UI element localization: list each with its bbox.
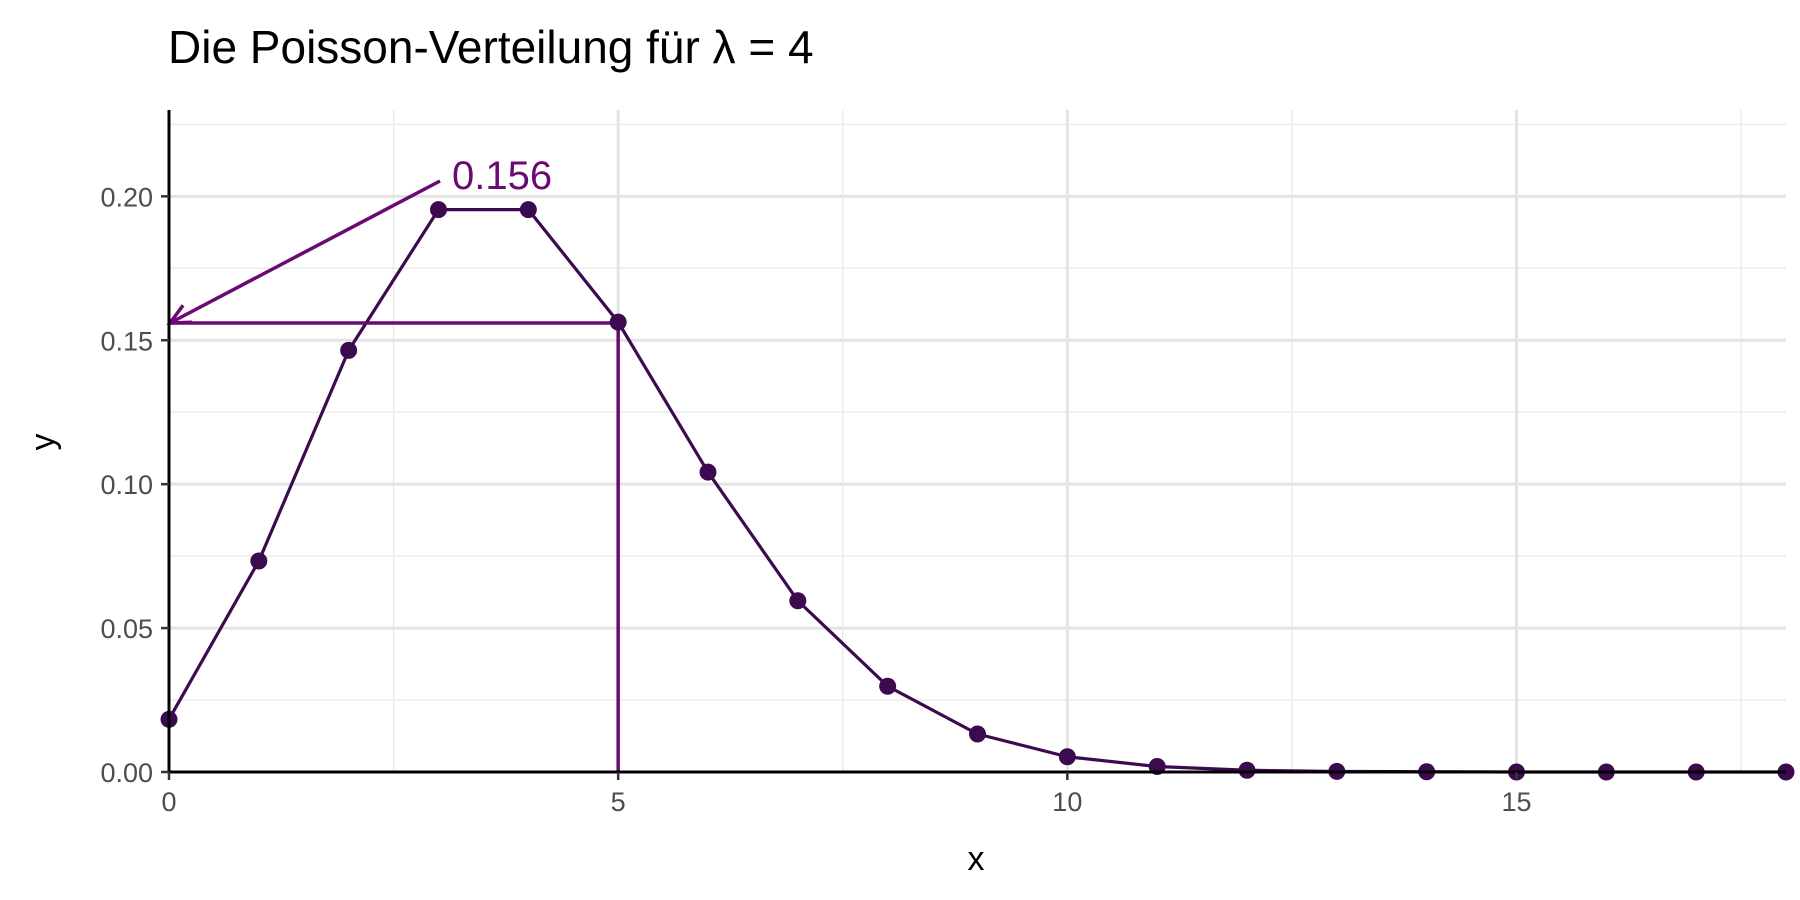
y-tick-label: 0.10 <box>100 470 153 500</box>
data-points <box>160 201 1795 781</box>
plot-lines <box>167 207 1786 774</box>
data-point <box>609 313 627 331</box>
data-point <box>789 592 807 610</box>
y-tick-label: 0.15 <box>100 326 153 356</box>
x-axis-title: x <box>968 840 985 878</box>
y-tick-label: 0.20 <box>100 182 153 212</box>
annotation-label: 0.156 <box>452 154 552 198</box>
y-tick-label: 0.00 <box>100 758 153 788</box>
series-line <box>167 207 1786 774</box>
y-tick-label: 0.05 <box>100 614 153 644</box>
data-point <box>1238 761 1256 779</box>
data-point <box>430 201 447 219</box>
data-point <box>250 552 268 570</box>
x-tick-labels: 0 5 10 15 <box>161 787 1531 817</box>
data-point <box>969 725 986 743</box>
x-tick-label: 0 <box>161 787 176 817</box>
data-point <box>1058 748 1076 766</box>
chart-title: Die Poisson-Verteilung für λ = 4 <box>168 21 814 73</box>
x-tick-label: 5 <box>611 787 626 817</box>
data-point <box>519 201 537 219</box>
data-point <box>340 341 358 359</box>
x-tick-label: 15 <box>1501 787 1531 817</box>
data-point <box>699 463 717 481</box>
annotation: 0.156 <box>166 154 620 772</box>
axes <box>161 110 1786 780</box>
y-tick-labels: 0.00 0.05 0.10 0.15 0.20 <box>100 182 153 788</box>
major-gridlines <box>167 110 1786 774</box>
data-point <box>879 677 897 695</box>
x-tick-label: 10 <box>1052 787 1082 817</box>
minor-gridlines <box>169 110 1786 772</box>
y-axis-title: y <box>24 434 62 451</box>
annotation-arrow-shaft <box>169 179 441 325</box>
